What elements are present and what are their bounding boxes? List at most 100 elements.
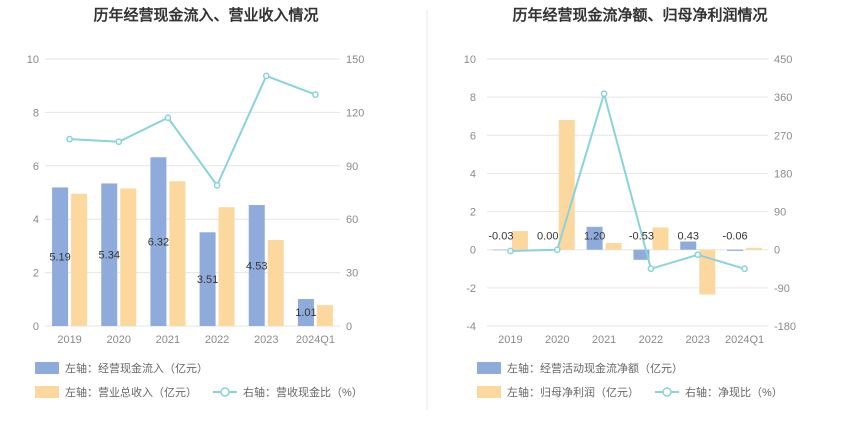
category-label: 2020 <box>545 334 569 346</box>
ticks-right: -4 -2 0 2 4 6 8 10 -180 -90 0 90 180 270 360 450 2019 202… <box>464 54 796 346</box>
bar <box>101 183 118 326</box>
category-label: 2022 <box>639 334 663 346</box>
legend-marker <box>662 387 672 397</box>
bar <box>558 120 575 250</box>
data-label: 1.20 <box>584 231 605 243</box>
bar <box>492 249 509 251</box>
right-axis-tick-label: 60 <box>346 214 358 226</box>
bar <box>511 231 528 250</box>
series-line <box>69 74 316 188</box>
right-axis-tick-label: 90 <box>346 161 358 173</box>
legend-label: 左轴：经营活动现金流净额（亿元） <box>507 361 683 375</box>
left-axis-tick-label: 6 <box>470 130 476 142</box>
data-label: 5.34 <box>99 250 120 262</box>
legend-right: 左轴：经营活动现金流净额（亿元） 左轴：归母净利润（亿元） 右轴：净现比（%） <box>477 361 783 399</box>
category-label: 2023 <box>254 334 278 346</box>
bar <box>727 249 744 251</box>
category-label: 2019 <box>498 334 522 346</box>
legend-swatch <box>35 386 59 398</box>
data-label: -0.06 <box>723 231 748 243</box>
bar <box>199 232 216 326</box>
line-point <box>312 91 319 98</box>
data-label: 5.19 <box>49 252 70 264</box>
right-axis-tick-label: 270 <box>774 130 792 142</box>
bar <box>150 157 167 326</box>
category-label: 2022 <box>205 334 229 346</box>
category-label: 2024Q1 <box>296 334 335 346</box>
bar <box>71 193 88 326</box>
left-axis-tick-label: 4 <box>33 214 39 226</box>
data-label: -0.53 <box>629 231 654 243</box>
bar <box>586 226 603 250</box>
category-label: 2024Q1 <box>725 334 764 346</box>
line-point <box>694 251 702 259</box>
bar <box>52 187 69 326</box>
category-label: 2020 <box>107 334 131 346</box>
legend-label: 左轴：营业总收入（亿元） <box>65 385 197 399</box>
category-label: 2021 <box>156 334 180 346</box>
left-axis-tick-label: 8 <box>470 92 476 104</box>
legend-label: 右轴：净现比（%） <box>685 385 783 399</box>
left-axis-tick-label: -2 <box>466 283 476 295</box>
right-axis-tick-label: -90 <box>774 283 790 295</box>
data-label: 0.00 <box>537 231 558 243</box>
line-point <box>66 135 73 143</box>
bar <box>120 188 137 326</box>
line-point <box>262 72 270 80</box>
left-axis-tick-label: -4 <box>466 321 476 333</box>
grid-right <box>487 58 768 327</box>
left-axis-tick-label: 0 <box>470 245 476 257</box>
line-left <box>66 72 319 189</box>
bar <box>248 205 265 326</box>
left-axis-tick-label: 8 <box>33 107 39 119</box>
category-label: 2023 <box>686 334 710 346</box>
bar <box>633 249 650 260</box>
bars-left <box>52 157 333 326</box>
grid-left <box>45 58 340 327</box>
legend-label: 左轴：经营现金流入（亿元） <box>65 361 208 375</box>
right-axis-tick-label: 30 <box>346 268 358 280</box>
data-label: 4.53 <box>246 261 267 273</box>
line-point <box>741 265 748 273</box>
data-label: 0.43 <box>678 231 699 243</box>
left-axis-tick-label: 10 <box>464 54 476 66</box>
line-point <box>553 246 561 254</box>
line-point <box>647 265 655 273</box>
right-axis-tick-label: -180 <box>774 321 796 333</box>
legend-swatch <box>35 362 59 374</box>
right-axis-tick-label: 180 <box>774 168 792 180</box>
legend-label: 右轴：营收现金比（%） <box>243 385 363 399</box>
bar <box>169 181 186 326</box>
right-axis-tick-label: 120 <box>346 107 364 119</box>
category-label: 2021 <box>592 334 616 346</box>
data-label: 3.51 <box>197 274 218 286</box>
line-right <box>507 90 748 273</box>
line-point <box>213 182 221 189</box>
bar <box>316 305 333 326</box>
bar <box>680 241 697 250</box>
line-point <box>164 114 172 122</box>
line-point <box>115 138 123 146</box>
bar <box>699 249 716 295</box>
bar <box>652 227 669 250</box>
right-axis-tick-label: 0 <box>346 321 352 333</box>
right-axis-tick-label: 90 <box>774 207 786 219</box>
chart-title-right: 历年经营现金流净额、归母净利润情况 <box>512 6 767 24</box>
legend-swatch <box>477 362 501 374</box>
data-label: -0.03 <box>488 231 513 243</box>
legend-marker <box>220 387 230 397</box>
chart-title-left: 历年经营现金流入、营业收入情况 <box>93 6 318 24</box>
left-axis-tick-label: 2 <box>33 268 39 280</box>
series-line <box>510 90 745 271</box>
left-axis-tick-label: 2 <box>470 207 476 219</box>
left-axis-tick-label: 0 <box>33 321 39 333</box>
line-point <box>507 247 514 255</box>
legend-left: 左轴：经营现金流入（亿元） 左轴：营业总收入（亿元） 右轴：营收现金比（%） <box>35 361 363 399</box>
left-axis-tick-label: 6 <box>33 161 39 173</box>
data-labels-left: 5.19 5.34 6.32 3.51 4.53 1.01 <box>49 237 316 319</box>
data-label: 6.32 <box>148 237 169 249</box>
right-axis-tick-label: 150 <box>346 54 364 66</box>
right-axis-tick-label: 0 <box>774 245 780 257</box>
bars-right <box>492 120 763 295</box>
